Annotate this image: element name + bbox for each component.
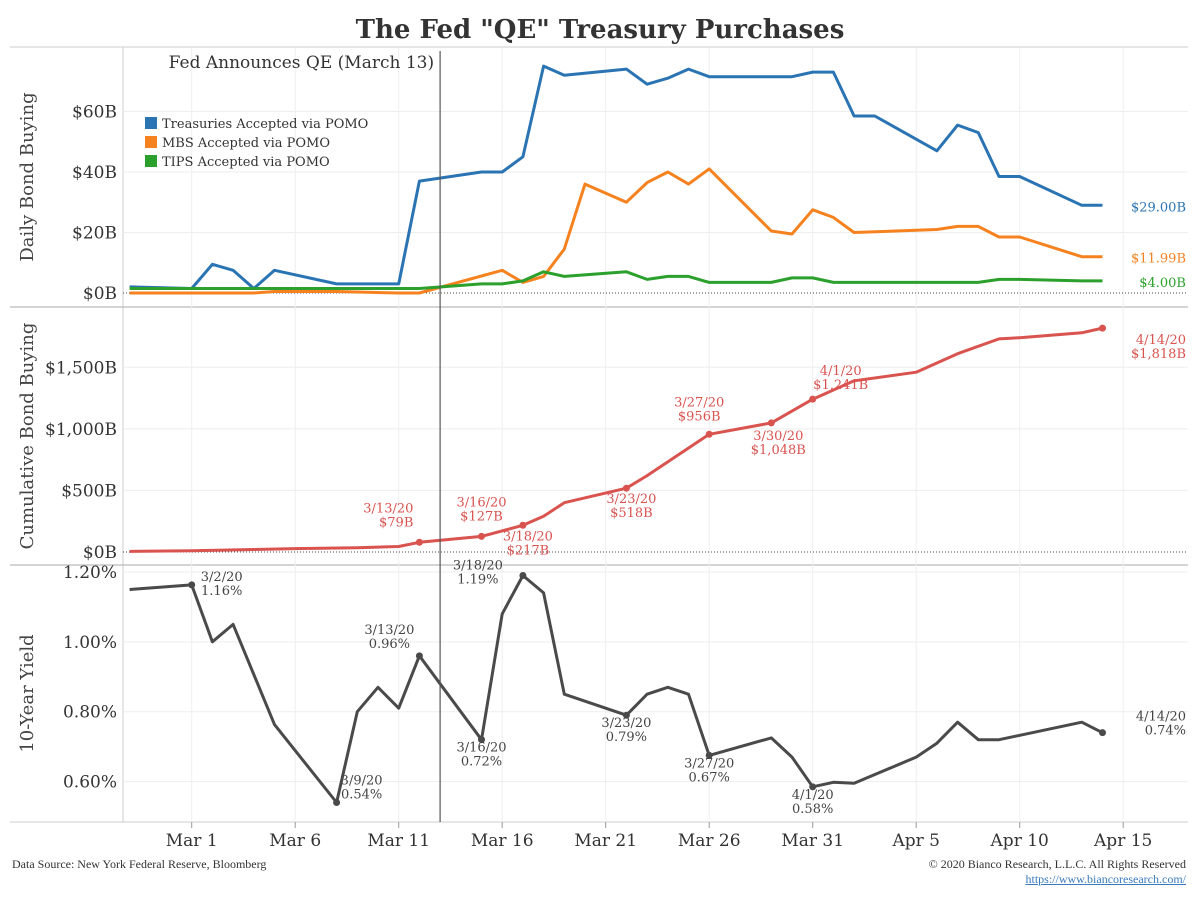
data-source-note: Data Source: New York Federal Reserve, B… (12, 857, 267, 871)
callout-value: $518B (610, 506, 653, 521)
callout-date: 4/14/20 (1136, 710, 1186, 725)
x-tick-label: Mar 11 (367, 831, 430, 851)
callout-value: $1,048B (751, 443, 806, 458)
y-tick-label: $500B (61, 481, 117, 501)
callout-value: 0.54% (341, 788, 382, 803)
callout-date: 3/13/20 (363, 501, 413, 516)
copyright-block: © 2020 Bianco Research, L.L.C. All Right… (929, 857, 1186, 887)
x-tick-label: Mar 21 (574, 831, 637, 851)
callout-date: 3/16/20 (456, 495, 506, 510)
callout-point (705, 751, 713, 759)
callout-date: 3/27/20 (684, 756, 734, 771)
callout-point (415, 652, 423, 660)
y-tick-label: $0B (83, 284, 117, 304)
callout-date: 3/9/20 (341, 774, 383, 789)
y-tick-label: $1,000B (45, 420, 117, 440)
callout-point (622, 484, 630, 492)
callout-point (622, 711, 630, 719)
y-axis-title: Daily Bond Buying (17, 92, 38, 261)
y-tick-label: 1.00% (63, 633, 117, 653)
callout-point (767, 419, 775, 427)
legend-swatch (145, 136, 157, 148)
y-tick-label: 1.20% (63, 563, 117, 583)
callout-point (809, 395, 817, 403)
callout-value: 1.19% (457, 572, 498, 587)
series-end-label: $29.00B (1131, 200, 1186, 215)
copyright-text: © 2020 Bianco Research, L.L.C. All Right… (928, 857, 1186, 871)
callout-value: $1,241B (813, 378, 868, 393)
callout-value: 0.96% (369, 637, 410, 652)
callout-date: 3/30/20 (753, 429, 803, 444)
legend-entry: MBS Accepted via POMO (162, 136, 330, 151)
callout-date: 3/18/20 (453, 558, 503, 573)
callout-value: 0.58% (792, 802, 833, 817)
callout-point (478, 736, 485, 744)
callout-date: 3/18/20 (503, 529, 553, 544)
y-tick-label: $60B (72, 102, 117, 122)
callout-point (519, 521, 527, 529)
callout-date: 3/2/20 (201, 570, 243, 585)
series-end-label: $4.00B (1139, 276, 1186, 291)
legend-swatch (145, 117, 157, 129)
y-tick-label: 0.60% (63, 773, 117, 793)
callout-point (705, 430, 713, 438)
callout-value: 1.16% (201, 584, 242, 599)
y-tick-label: $1,500B (45, 358, 117, 378)
callout-value: $217B (507, 543, 550, 558)
series-end-label: $11.99B (1131, 252, 1186, 267)
chart-title: The Fed "QE" Treasury Purchases (356, 15, 845, 45)
callout-date: 3/23/20 (606, 492, 656, 507)
callout-date: 4/1/20 (792, 788, 834, 803)
website-link[interactable]: https://www.biancoresearch.com/ (1025, 872, 1186, 886)
legend-swatch (145, 155, 157, 167)
callout-date: 3/23/20 (601, 716, 651, 731)
callout-point (415, 538, 423, 546)
series-line-treasuries (129, 64, 1103, 290)
x-tick-label: Apr 5 (891, 831, 940, 851)
callout-value: 0.67% (689, 770, 730, 785)
x-tick-label: Mar 1 (166, 831, 218, 851)
series-line-tips (129, 270, 1103, 290)
y-tick-label: $40B (72, 163, 117, 183)
callout-point (478, 532, 485, 540)
x-tick-label: Mar 31 (781, 831, 844, 851)
y-axis-title: 10-Year Yield (17, 634, 38, 752)
callout-point (188, 581, 196, 589)
callout-value: $79B (379, 515, 413, 530)
y-tick-label: $0B (83, 543, 117, 563)
callout-date: 3/16/20 (456, 741, 506, 756)
callout-value: 0.79% (606, 730, 647, 745)
callout-value: 0.74% (1145, 724, 1186, 739)
callout-date: 4/1/20 (820, 364, 862, 379)
callout-value: $127B (460, 509, 503, 524)
x-tick-label: Mar 6 (269, 831, 321, 851)
callout-point (519, 571, 527, 579)
x-tick-label: Apr 10 (990, 831, 1049, 851)
callout-value: $956B (678, 409, 721, 424)
y-axis-title: Cumulative Bond Buying (17, 323, 38, 550)
callout-value: $1,818B (1131, 347, 1186, 362)
x-tick-label: Mar 16 (471, 831, 534, 851)
callout-point (1099, 729, 1106, 737)
series-line-yield (129, 574, 1104, 804)
legend: Treasuries Accepted via POMO MBS Accepted… (145, 117, 368, 170)
legend-entry: TIPS Accepted via POMO (162, 155, 330, 170)
callout-date: 3/13/20 (364, 623, 414, 638)
x-tick-label: Mar 26 (678, 831, 741, 851)
series-line-mbs (129, 167, 1103, 295)
callout-point (1099, 324, 1106, 332)
callout-date: 3/27/20 (674, 395, 724, 410)
y-tick-label: $20B (72, 223, 117, 243)
callout-date: 4/14/20 (1136, 333, 1186, 348)
event-annotation: Fed Announces QE (March 13) (169, 53, 434, 73)
y-tick-label: 0.80% (63, 703, 117, 723)
x-tick-label: Apr 15 (1093, 831, 1152, 851)
callout-point (809, 783, 817, 791)
legend-entry: Treasuries Accepted via POMO (162, 117, 368, 132)
callout-point (333, 799, 341, 807)
callout-value: 0.72% (461, 755, 502, 770)
